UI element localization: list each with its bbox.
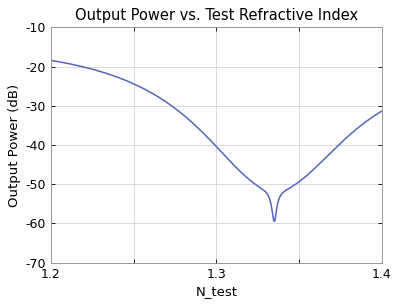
Title: Output Power vs. Test Refractive Index: Output Power vs. Test Refractive Index bbox=[75, 8, 358, 23]
X-axis label: N_test: N_test bbox=[195, 285, 237, 298]
Y-axis label: Output Power (dB): Output Power (dB) bbox=[8, 84, 21, 207]
